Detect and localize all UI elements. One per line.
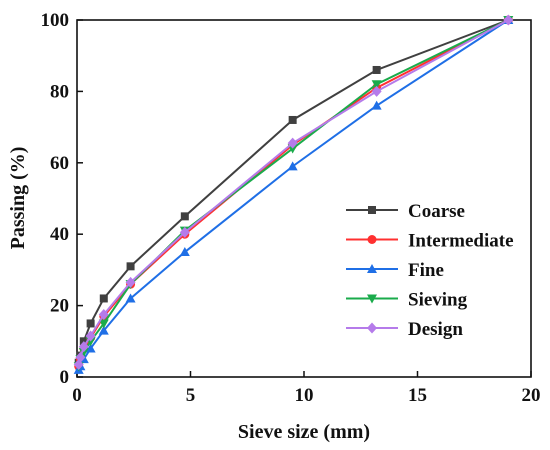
tick-group: 0 5 10 15 20 0 20 40 60 80 100 <box>41 10 541 406</box>
data-point <box>75 351 86 363</box>
legend-label: Fine <box>408 260 444 281</box>
series-line <box>77 19 509 365</box>
legend-item-sieving: Sieving <box>346 290 468 311</box>
data-point <box>125 276 136 288</box>
legend-label: Design <box>408 319 463 340</box>
series-sieving <box>73 16 514 372</box>
data-point <box>368 206 376 214</box>
legend-item-fine: Fine <box>346 260 444 281</box>
data-point <box>287 144 298 154</box>
legend: Coarse Intermediate Fine Sieving Design <box>346 201 514 340</box>
data-point <box>179 226 190 238</box>
y-tick-label: 0 <box>60 367 70 388</box>
data-point <box>372 65 381 74</box>
data-point <box>371 85 382 97</box>
legend-label: Intermediate <box>408 231 514 252</box>
data-point <box>85 330 96 342</box>
data-point <box>367 294 377 304</box>
data-point <box>503 14 514 26</box>
data-point <box>287 161 298 171</box>
data-point <box>98 319 109 329</box>
y-tick-label: 100 <box>41 10 70 31</box>
series-line <box>77 19 509 363</box>
data-point <box>367 235 377 244</box>
data-point <box>371 100 382 110</box>
data-point <box>288 115 297 124</box>
series-design <box>73 14 514 371</box>
x-tick-label: 20 <box>522 385 541 406</box>
x-axis-title: Sieve size (mm) <box>238 421 370 443</box>
data-point <box>180 212 189 221</box>
series-coarse <box>74 16 513 367</box>
data-point <box>85 343 96 353</box>
data-point <box>287 137 298 149</box>
data-point <box>125 293 136 303</box>
x-tick-label: 5 <box>186 385 196 406</box>
data-point <box>179 247 190 257</box>
data-point <box>98 309 109 321</box>
y-tick-label: 40 <box>50 224 69 245</box>
x-tick-label: 10 <box>295 385 314 406</box>
y-tick-label: 20 <box>50 296 69 317</box>
data-point <box>99 294 108 303</box>
data-point <box>78 348 89 358</box>
data-point <box>78 341 89 353</box>
data-point <box>371 80 382 90</box>
data-point <box>98 325 109 335</box>
y-tick-label: 60 <box>50 153 69 174</box>
series-line <box>77 19 509 367</box>
legend-item-coarse: Coarse <box>346 201 465 222</box>
data-point <box>367 322 377 334</box>
legend-label: Coarse <box>408 201 465 222</box>
legend-item-intermediate: Intermediate <box>346 231 514 252</box>
legend-item-design: Design <box>346 319 463 340</box>
series-line <box>77 19 509 367</box>
x-tick-label: 0 <box>72 385 82 406</box>
series-line <box>77 19 509 371</box>
data-point <box>86 319 95 328</box>
x-tick-label: 15 <box>408 385 427 406</box>
series-intermediate <box>74 15 513 371</box>
legend-label: Sieving <box>408 290 468 311</box>
data-point <box>367 264 377 273</box>
data-point <box>126 262 135 271</box>
y-axis-title: Passing (%) <box>7 147 29 250</box>
y-tick-label: 80 <box>50 81 69 102</box>
series-layer <box>73 14 514 374</box>
